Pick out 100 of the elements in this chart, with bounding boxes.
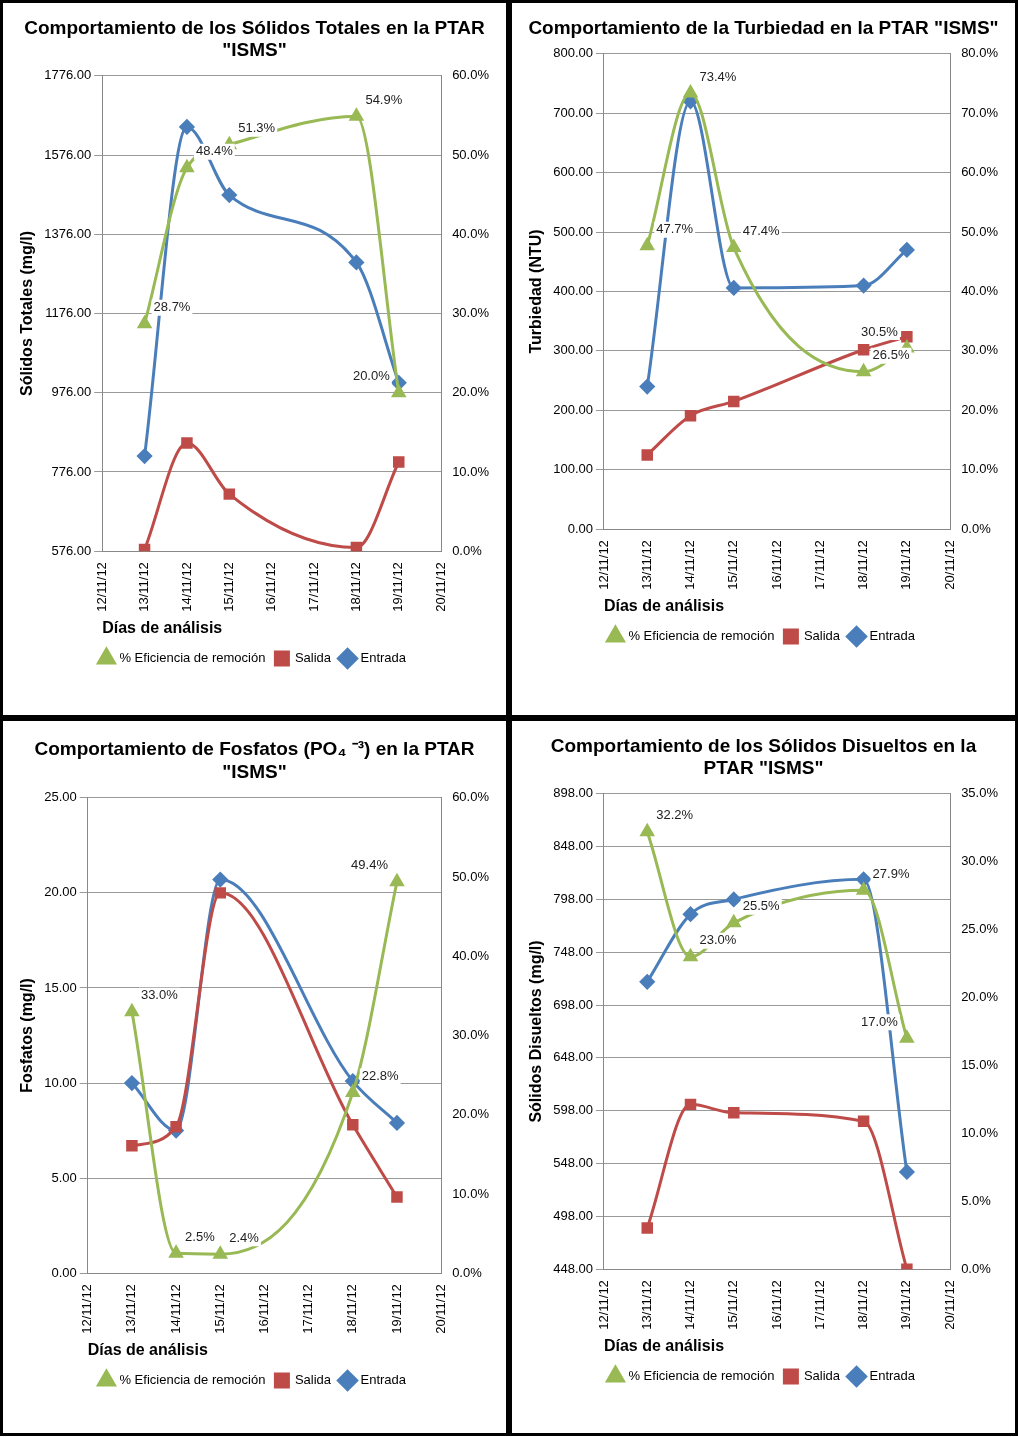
- data-label: 28.7%: [153, 299, 191, 315]
- data-label: 32.2%: [655, 807, 694, 823]
- legend-label: Salida: [294, 1372, 332, 1388]
- y-tick-label: 1776.00: [43, 67, 91, 83]
- x-tick-label: 17/11/12: [305, 562, 321, 612]
- y2-tick-label: 10.0%: [451, 463, 489, 479]
- y2-tick-label: 0.0%: [960, 520, 991, 536]
- legend-label: Entrada: [360, 1372, 407, 1388]
- x-tick-label: 15/11/12: [211, 1284, 227, 1334]
- y-tick-label: 15.00: [43, 979, 77, 995]
- x-tick-label: 19/11/12: [897, 1280, 913, 1330]
- y-tick-label: 600.00: [552, 164, 593, 180]
- data-label: 30.5%: [860, 323, 898, 339]
- y2-tick-label: 30.0%: [960, 342, 998, 358]
- data-label: 2.5%: [184, 1228, 215, 1244]
- y2-tick-label: 5.0%: [960, 1192, 991, 1208]
- y-tick-label: 1376.00: [43, 225, 91, 241]
- y-tick-label: 0.00: [50, 1264, 77, 1280]
- chart-title: Comportamiento de Fosfatos (PO₄ ⁻³) en la PTAR "ISMS": [33, 737, 476, 783]
- data-label: 23.0%: [699, 932, 737, 948]
- x-tick-label: 13/11/12: [638, 1280, 654, 1330]
- x-tick-label: 18/11/12: [854, 540, 870, 590]
- x-tick-label: 18/11/12: [343, 1284, 359, 1334]
- y-tick-label: 976.00: [50, 384, 91, 400]
- y2-tick-label: 35.0%: [960, 785, 998, 801]
- y-axis-title: Fosfatos (mg/l): [17, 978, 35, 1093]
- y-tick-label: 548.00: [552, 1155, 593, 1171]
- y-tick-label: 448.00: [552, 1260, 593, 1276]
- y2-tick-label: 30.0%: [960, 853, 998, 869]
- y-tick-label: 20.00: [43, 884, 77, 900]
- y-axis-title: Turbiedad (NTU): [526, 229, 544, 354]
- chart-title: Comportamiento de los Sólidos Disueltos en la PTAR "ISMS": [549, 735, 978, 779]
- x-tick-label: 17/11/12: [811, 540, 827, 590]
- y2-tick-label: 20.0%: [960, 989, 998, 1005]
- x-tick-label: 17/11/12: [811, 1280, 827, 1330]
- y-tick-label: 700.00: [552, 104, 593, 120]
- y2-tick-label: 20.0%: [960, 401, 998, 417]
- data-label: 48.4%: [195, 143, 233, 159]
- y2-tick-label: 70.0%: [960, 104, 998, 120]
- y2-tick-label: 10.0%: [960, 461, 998, 477]
- chart-title: Comportamiento de la Turbiedad en la PTAR "ISMS": [528, 17, 999, 39]
- x-tick-label: 16/11/12: [255, 1284, 271, 1334]
- y-axis-title: Sólidos Disueltos (mg/l): [526, 940, 544, 1123]
- x-tick-label: 14/11/12: [178, 562, 194, 612]
- y-tick-label: 898.00: [552, 785, 593, 801]
- y-tick-label: 0.00: [567, 520, 593, 536]
- x-tick-label: 19/11/12: [389, 562, 405, 612]
- x-tick-label: 13/11/12: [122, 1284, 138, 1334]
- data-label: 2.4%: [228, 1229, 259, 1245]
- y2-tick-label: 0.0%: [960, 1260, 991, 1276]
- data-label: 27.9%: [872, 865, 910, 881]
- y2-tick-label: 40.0%: [451, 947, 489, 963]
- x-tick-label: 20/11/12: [941, 540, 957, 590]
- y2-tick-label: 50.0%: [451, 146, 489, 162]
- data-label: 25.5%: [742, 898, 780, 914]
- x-tick-label: 14/11/12: [167, 1284, 183, 1334]
- data-label: 47.7%: [655, 221, 694, 237]
- x-tick-label: 19/11/12: [388, 1284, 404, 1334]
- y2-tick-label: 10.0%: [960, 1124, 998, 1140]
- y2-tick-label: 50.0%: [960, 223, 998, 239]
- y-tick-label: 1176.00: [44, 305, 91, 321]
- x-tick-label: 18/11/12: [854, 1280, 870, 1330]
- y2-tick-label: 30.0%: [451, 305, 489, 321]
- y2-tick-label: 40.0%: [451, 225, 489, 241]
- x-tick-label: 16/11/12: [768, 540, 784, 590]
- data-label: 73.4%: [699, 68, 737, 84]
- y-tick-label: 798.00: [552, 891, 593, 907]
- x-tick-label: 15/11/12: [724, 540, 740, 590]
- data-label: 33.0%: [140, 987, 178, 1003]
- y-tick-label: 576.00: [50, 542, 91, 558]
- y2-tick-label: 30.0%: [451, 1027, 489, 1043]
- y-tick-label: 5.00: [50, 1169, 77, 1185]
- x-axis-title: Días de análisis: [603, 1336, 724, 1354]
- data-label: 17.0%: [860, 1013, 898, 1029]
- y-tick-label: 400.00: [552, 283, 593, 299]
- y2-tick-label: 0.0%: [451, 542, 482, 558]
- y2-tick-label: 60.0%: [451, 67, 489, 83]
- y-tick-label: 598.00: [552, 1102, 593, 1118]
- y-tick-label: 100.00: [552, 461, 593, 477]
- y-tick-label: 500.00: [552, 223, 593, 239]
- chart-title: Comportamiento de los Sólidos Totales en la PTAR "ISMS": [23, 17, 486, 61]
- x-tick-label: 12/11/12: [595, 1280, 611, 1330]
- x-tick-label: 14/11/12: [681, 1280, 697, 1330]
- x-tick-label: 20/11/12: [432, 562, 448, 612]
- x-tick-label: 13/11/12: [135, 562, 151, 612]
- x-axis-title: Días de análisis: [87, 1340, 208, 1358]
- y-tick-label: 848.00: [552, 838, 593, 854]
- legend-label: % Eficiencia de remoción: [627, 628, 774, 644]
- y-tick-label: 300.00: [552, 342, 593, 358]
- data-label: 20.0%: [352, 368, 390, 384]
- y-tick-label: 1576.00: [43, 146, 91, 162]
- legend-label: Entrada: [869, 628, 916, 644]
- x-tick-label: 13/11/12: [638, 540, 654, 590]
- data-label: 26.5%: [872, 347, 910, 363]
- legend-label: % Eficiencia de remoción: [118, 1372, 265, 1388]
- x-tick-label: 15/11/12: [220, 562, 236, 612]
- y-tick-label: 748.00: [552, 943, 593, 959]
- legend-label: % Eficiencia de remoción: [627, 1368, 774, 1384]
- y2-tick-label: 25.0%: [960, 921, 998, 937]
- legend-label: Entrada: [869, 1368, 916, 1384]
